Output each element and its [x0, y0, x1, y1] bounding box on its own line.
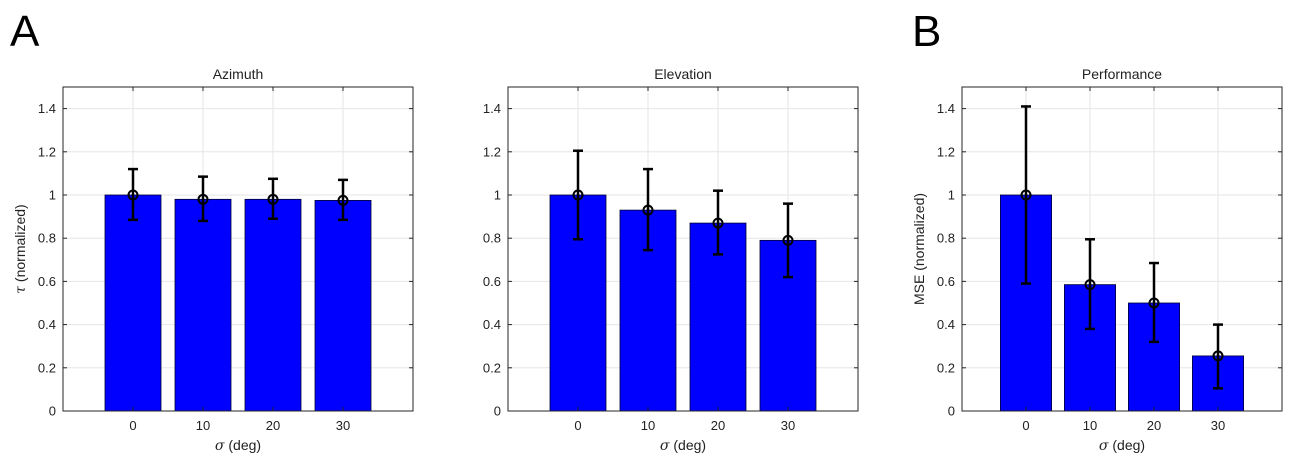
bar	[314, 199, 372, 412]
y-tick-label: 0.8	[483, 231, 501, 246]
x-tick-label: 0	[1022, 418, 1029, 433]
y-tick-label: 0.8	[38, 231, 56, 246]
y-tick-label: 1.2	[483, 144, 501, 159]
mean-marker	[1212, 350, 1224, 362]
y-tick-label: 0.4	[483, 317, 501, 332]
x-axis-label: σ (deg)	[215, 437, 261, 454]
mean-marker	[197, 193, 209, 205]
y-tick-label: 1.4	[937, 101, 955, 116]
panel-label-a: A	[10, 7, 40, 56]
chart-0: 0 0.2 0.4 0.6 0.8 1 1.2 1.4 0 10 20 30 Azimuth σ (deg…	[12, 66, 414, 454]
y-tick-label: 1.2	[38, 144, 56, 159]
y-tick-label: 1.4	[38, 101, 56, 116]
bar	[174, 198, 232, 412]
mean-marker	[337, 194, 349, 206]
panel-label-b: B	[912, 7, 942, 56]
x-tick-label: 10	[641, 418, 655, 433]
axes-box	[507, 86, 859, 412]
y-tick-label: 1.4	[483, 101, 501, 116]
x-axis-label: σ (deg)	[660, 437, 706, 454]
x-tick-label: 30	[781, 418, 795, 433]
y-tick-label: 0.2	[937, 360, 955, 375]
y-tick-label: 1	[948, 188, 955, 203]
mean-marker	[267, 193, 279, 205]
y-tick-label: 0.2	[483, 360, 501, 375]
mean-marker	[1148, 297, 1160, 309]
y-tick-label: 0.2	[38, 360, 56, 375]
x-tick-label: 0	[129, 418, 136, 433]
y-tick-label: 0	[948, 404, 955, 419]
y-tick-label: 0.8	[937, 231, 955, 246]
y-tick-label: 1	[49, 188, 56, 203]
mean-marker	[712, 217, 724, 229]
mean-marker	[642, 204, 654, 216]
chart-title: Elevation	[654, 66, 712, 82]
bar	[244, 198, 302, 412]
x-tick-label: 10	[1083, 418, 1097, 433]
axes-box	[961, 86, 1283, 412]
mean-marker	[572, 189, 584, 201]
chart-1: 0 0.2 0.4 0.6 0.8 1 1.2 1.4 0 10 20 30 Elevation σ (d…	[483, 66, 859, 454]
y-axis-label: τ (normalized)	[12, 204, 29, 293]
x-tick-label: 20	[1147, 418, 1161, 433]
chart-title: Azimuth	[213, 66, 264, 82]
x-tick-label: 0	[574, 418, 581, 433]
bar	[1064, 284, 1117, 412]
x-axis-label: σ (deg)	[1099, 437, 1145, 454]
y-tick-label: 1	[494, 188, 501, 203]
y-tick-label: 0.4	[937, 317, 955, 332]
x-tick-label: 30	[1211, 418, 1225, 433]
mean-marker	[1020, 189, 1032, 201]
chart-2: 0 0.2 0.4 0.6 0.8 1 1.2 1.4 0 10 20 30 Performance σ …	[911, 66, 1283, 454]
mean-marker	[782, 234, 794, 246]
y-axis-label: MSE (normalized)	[911, 193, 927, 305]
axes-box	[62, 86, 414, 412]
x-tick-label: 20	[711, 418, 725, 433]
y-tick-label: 1.2	[937, 144, 955, 159]
bar	[104, 194, 162, 412]
x-tick-label: 20	[266, 418, 280, 433]
y-tick-label: 0.6	[38, 274, 56, 289]
chart-title: Performance	[1082, 66, 1162, 82]
y-tick-label: 0.4	[38, 317, 56, 332]
y-tick-label: 0.6	[937, 274, 955, 289]
y-tick-label: 0	[49, 404, 56, 419]
mean-marker	[1084, 279, 1096, 291]
x-tick-label: 10	[196, 418, 210, 433]
mean-marker	[127, 189, 139, 201]
y-tick-label: 0.6	[483, 274, 501, 289]
x-tick-label: 30	[336, 418, 350, 433]
y-tick-label: 0	[494, 404, 501, 419]
